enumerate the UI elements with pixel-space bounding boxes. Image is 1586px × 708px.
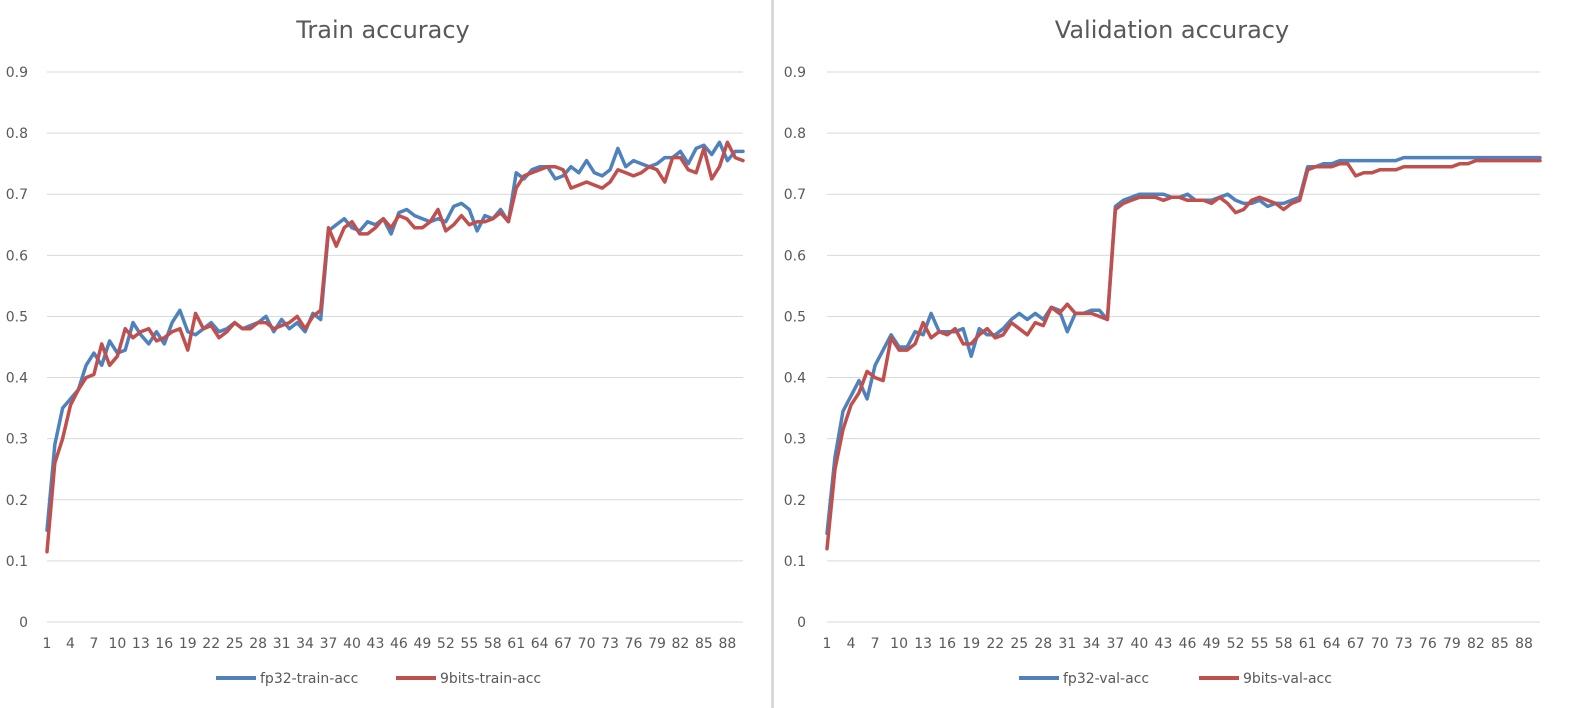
x-tick-label: 52 [1227, 636, 1245, 652]
x-tick-label: 31 [1058, 636, 1076, 652]
x-tick-label: 13 [132, 636, 150, 652]
legend-item-fp32-train-acc: fp32-train-acc [216, 671, 358, 687]
x-tick-label: 82 [672, 636, 690, 652]
x-tick-label: 28 [249, 636, 267, 652]
legend-label: 9bits-val-acc [1243, 671, 1332, 687]
x-tick-label: 76 [1419, 636, 1437, 652]
series-line-9bits-val-acc [825, 158, 1542, 551]
x-tick-label: 10 [890, 636, 908, 652]
x-tick-label: 88 [718, 636, 736, 652]
x-tick-label: 1 [43, 636, 52, 652]
x-tick-label: 28 [1034, 636, 1052, 652]
y-tick-label: 0 [19, 615, 28, 631]
y-tick-label: 0.1 [784, 554, 806, 570]
x-tick-label: 70 [1371, 636, 1389, 652]
x-tick-label: 4 [847, 636, 856, 652]
y-tick-label: 0.7 [784, 187, 806, 203]
x-tick-label: 70 [578, 636, 596, 652]
y-tick-label: 0 [797, 615, 806, 631]
x-tick-label: 55 [460, 636, 478, 652]
x-tick-label: 61 [1299, 636, 1317, 652]
y-tick-label: 0.7 [6, 187, 28, 203]
x-tick-label: 43 [367, 636, 385, 652]
x-tick-label: 40 [1131, 636, 1149, 652]
series-line-fp32-val-acc [825, 155, 1542, 536]
x-tick-label: 7 [871, 636, 880, 652]
y-tick-label: 0.8 [6, 126, 28, 142]
y-tick-label: 0.4 [784, 371, 806, 387]
x-tick-label: 49 [1203, 636, 1221, 652]
x-tick-label: 61 [507, 636, 525, 652]
x-tick-label: 76 [625, 636, 643, 652]
x-tick-label: 22 [986, 636, 1004, 652]
x-tick-label: 37 [320, 636, 338, 652]
x-tick-label: 64 [1323, 636, 1341, 652]
x-tick-label: 73 [1395, 636, 1413, 652]
x-tick-label: 31 [273, 636, 291, 652]
x-tick-label: 88 [1515, 636, 1533, 652]
y-tick-label: 0.4 [6, 371, 28, 387]
y-tick-label: 0.8 [784, 126, 806, 142]
x-tick-label: 58 [1275, 636, 1293, 652]
legend-item-9bits-val-acc: 9bits-val-acc [1199, 671, 1332, 687]
x-tick-label: 43 [1155, 636, 1173, 652]
legend-item-9bits-train-acc: 9bits-train-acc [396, 671, 541, 687]
x-tick-label: 37 [1106, 636, 1124, 652]
x-tick-label: 19 [962, 636, 980, 652]
y-tick-label: 0.6 [784, 248, 806, 264]
x-tick-label: 19 [179, 636, 197, 652]
x-tick-label: 10 [108, 636, 126, 652]
x-tick-label: 25 [226, 636, 244, 652]
x-tick-label: 1 [823, 636, 832, 652]
x-tick-label: 46 [1179, 636, 1197, 652]
x-tick-label: 67 [1347, 636, 1365, 652]
x-tick-label: 55 [1251, 636, 1269, 652]
train-accuracy-chart: Train accuracy 0 0.1 0.2 0.3 0.4 0.5 0.6 0.7 0.8 0… [6, 16, 745, 687]
validation-accuracy-chart: Validation accuracy 0 0.1 0.2 0.3 0.4 0.5 0.6 0.… [784, 16, 1542, 687]
x-tick-label: 34 [296, 636, 314, 652]
legend-label: fp32-train-acc [260, 671, 358, 687]
legend-item-fp32-val-acc: fp32-val-acc [1019, 671, 1149, 687]
x-tick-label: 85 [1491, 636, 1509, 652]
x-tick-label: 73 [601, 636, 619, 652]
y-tick-label: 0.1 [6, 554, 28, 570]
legend-label: fp32-val-acc [1063, 671, 1149, 687]
y-tick-label: 0.6 [6, 248, 28, 264]
y-tick-label: 0.3 [784, 432, 806, 448]
chart-title: Validation accuracy [1055, 16, 1289, 44]
x-tick-label: 79 [648, 636, 666, 652]
chart-title: Train accuracy [295, 16, 470, 44]
x-tick-label: 34 [1082, 636, 1100, 652]
series-line-9bits-train-acc [45, 140, 745, 554]
x-tick-label: 82 [1467, 636, 1485, 652]
x-tick-label: 58 [484, 636, 502, 652]
x-tick-label: 40 [343, 636, 361, 652]
y-tick-label: 0.2 [784, 493, 806, 509]
x-tick-label: 25 [1010, 636, 1028, 652]
y-tick-label: 0.9 [784, 65, 806, 81]
y-tick-label: 0.5 [6, 309, 28, 325]
x-tick-label: 22 [202, 636, 220, 652]
panel-divider [771, 0, 774, 708]
x-tick-label: 13 [914, 636, 932, 652]
x-tick-label: 85 [695, 636, 713, 652]
y-tick-label: 0.2 [6, 493, 28, 509]
x-tick-label: 52 [437, 636, 455, 652]
x-tick-label: 7 [89, 636, 98, 652]
x-tick-label: 67 [554, 636, 572, 652]
series-line-fp32-train-acc [45, 140, 745, 533]
y-tick-label: 0.9 [6, 65, 28, 81]
y-tick-label: 0.5 [784, 309, 806, 325]
x-tick-label: 16 [155, 636, 173, 652]
x-tick-label: 79 [1443, 636, 1461, 652]
x-tick-label: 64 [531, 636, 549, 652]
x-tick-label: 46 [390, 636, 408, 652]
x-tick-label: 49 [413, 636, 431, 652]
x-tick-label: 4 [66, 636, 75, 652]
y-tick-label: 0.3 [6, 432, 28, 448]
legend-label: 9bits-train-acc [440, 671, 541, 687]
x-tick-label: 16 [938, 636, 956, 652]
